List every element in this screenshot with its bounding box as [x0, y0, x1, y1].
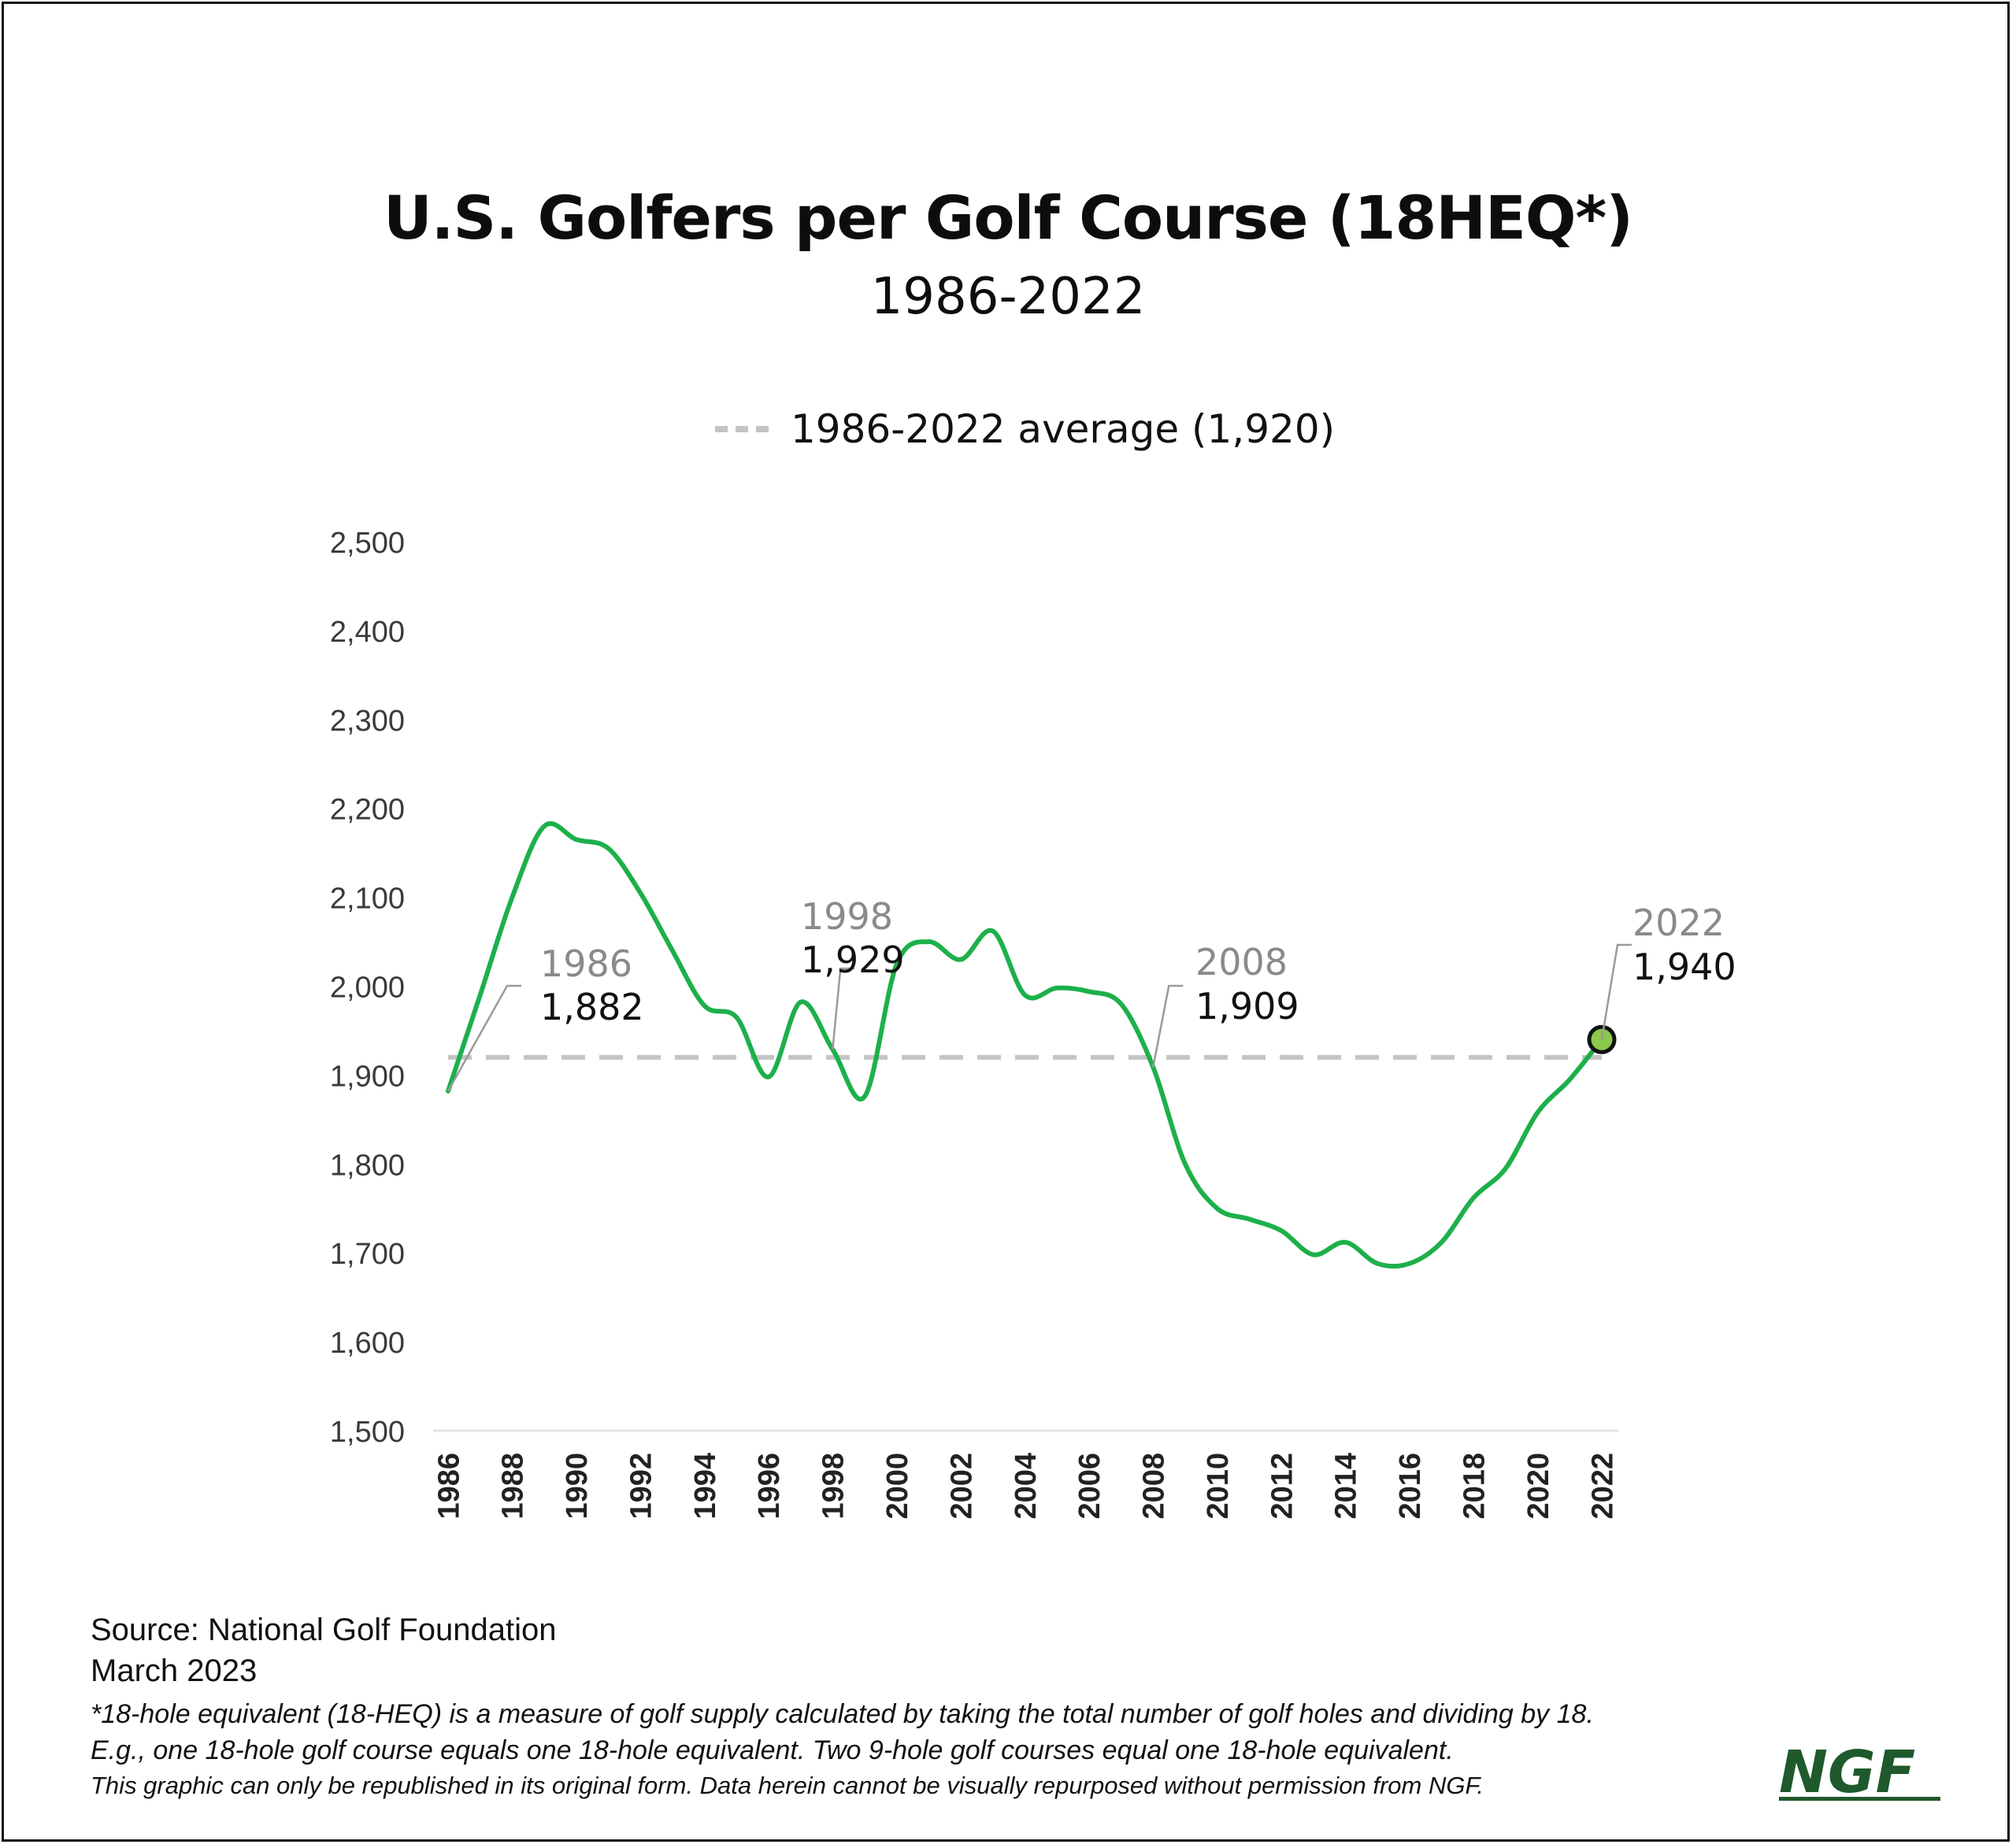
- ngf-logo-underline: [1779, 1797, 1940, 1801]
- x-tick-label: 1992: [624, 1453, 658, 1520]
- footnote-2: E.g., one 18-hole golf course equals one…: [91, 1735, 1454, 1765]
- callout-leader-1986: [447, 984, 521, 1092]
- callout-value-1986: 1,882: [540, 986, 644, 1028]
- y-axis: 1,500 1,600 1,700 1,800 1,900 2,000 2,100 2,200…: [330, 527, 405, 1449]
- line-chart: 1,500 1,600 1,700 1,800 1,900 2,000 2,100 2,200…: [330, 527, 1736, 1520]
- x-axis: 1986 1988 1990 1992 1994 1996 1998 2000 2002 2004…: [432, 1429, 1619, 1520]
- callout-value-1998: 1,929: [801, 939, 905, 981]
- y-tick-label: 2,400: [330, 616, 405, 649]
- y-tick-label: 2,100: [330, 883, 405, 916]
- x-tick-label: 1988: [497, 1453, 530, 1520]
- y-tick-label: 1,600: [330, 1327, 405, 1360]
- chart-title: U.S. Golfers per Golf Course (18HEQ*): [383, 183, 1633, 253]
- y-tick-label: 2,500: [330, 527, 405, 560]
- x-tick-label: 1986: [432, 1453, 465, 1520]
- y-tick-label: 1,800: [330, 1149, 405, 1182]
- callout-value-2022: 1,940: [1632, 946, 1736, 988]
- x-tick-label: 1994: [689, 1453, 722, 1520]
- x-tick-label: 2000: [881, 1453, 914, 1520]
- x-tick-label: 2010: [1202, 1453, 1235, 1520]
- callout-leader-2022: [1600, 943, 1632, 1040]
- y-tick-label: 2,200: [330, 794, 405, 827]
- legend-average-swatch: [715, 426, 769, 432]
- legend-average-label: 1986-2022 average (1,920): [791, 406, 1336, 452]
- callout-leader-1998: [832, 967, 855, 1050]
- series-group: [446, 821, 1617, 1269]
- x-tick-label: 1996: [753, 1453, 786, 1520]
- callout-year-2022: 2022: [1632, 902, 1725, 944]
- x-tick-label: 2016: [1394, 1453, 1427, 1520]
- callout-year-2008: 2008: [1195, 941, 1288, 983]
- footnote-1: *18-hole equivalent (18-HEQ) is a measur…: [91, 1699, 1594, 1729]
- callout-year-1998: 1998: [801, 895, 893, 938]
- x-tick-label: 1998: [817, 1453, 850, 1520]
- x-tick-label: 2020: [1522, 1453, 1555, 1520]
- y-tick-label: 1,700: [330, 1238, 405, 1271]
- x-tick-label: 2004: [1010, 1453, 1043, 1520]
- x-tick-label: 2018: [1458, 1453, 1492, 1520]
- callout-leader-2008: [1152, 984, 1184, 1068]
- callout-year-1986: 1986: [540, 943, 632, 985]
- y-tick-label: 2,000: [330, 972, 405, 1005]
- y-tick-label: 1,900: [330, 1060, 405, 1093]
- x-tick-label: 2002: [945, 1453, 978, 1520]
- x-tick-label: 2006: [1073, 1453, 1106, 1520]
- legend: 1986-2022 average (1,920): [715, 406, 1335, 453]
- x-tick-label: 1990: [561, 1453, 594, 1520]
- x-tick-label: 2008: [1138, 1453, 1171, 1520]
- x-tick-label: 2022: [1586, 1453, 1619, 1520]
- callout-value-2008: 1,909: [1195, 985, 1299, 1028]
- y-tick-label: 2,300: [330, 705, 405, 738]
- series-line: [446, 821, 1604, 1269]
- x-tick-label: 2012: [1266, 1453, 1299, 1520]
- source-text: Source: National Golf Foundation: [91, 1613, 557, 1647]
- date-text: March 2023: [91, 1654, 258, 1688]
- chart-subtitle: 1986-2022: [870, 268, 1146, 326]
- footnote-3: This graphic can only be republished in …: [91, 1772, 1484, 1799]
- y-tick-label: 1,500: [330, 1416, 405, 1449]
- ngf-logo: NGF: [1779, 1740, 1940, 1806]
- ngf-logo-text: NGF: [1779, 1740, 1915, 1806]
- x-tick-label: 2014: [1330, 1453, 1363, 1520]
